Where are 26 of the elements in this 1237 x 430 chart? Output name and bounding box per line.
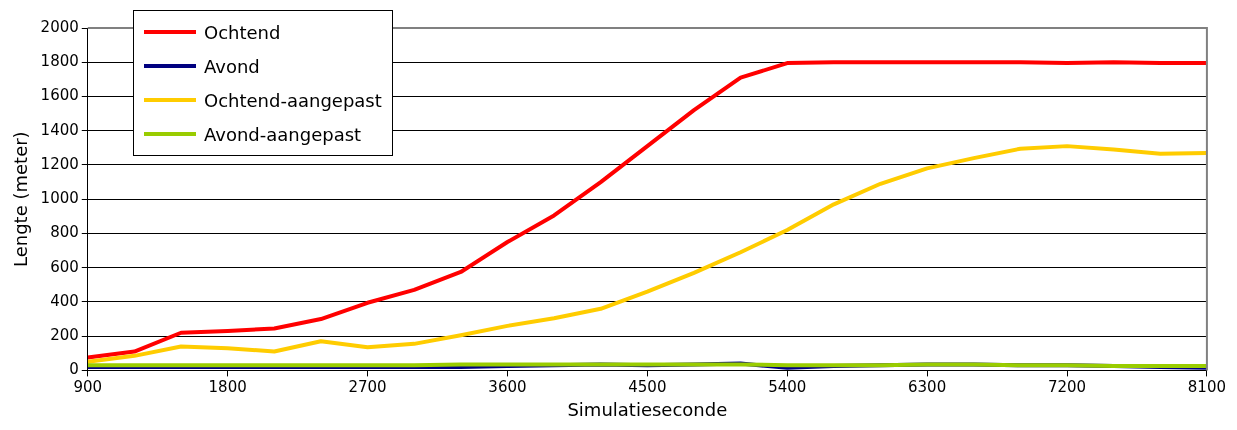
y-tick-label: 600 (50, 257, 79, 276)
y-tick-label: 1800 (40, 52, 79, 71)
y-tick-label: 1400 (40, 120, 79, 139)
legend-label: Ochtend-aangepast (204, 89, 382, 111)
y-axis-title: Lengte (meter) (10, 131, 32, 268)
y-tick-label: 800 (50, 223, 79, 242)
y-tick-label: 400 (50, 291, 79, 310)
x-tick-label: 4500 (628, 378, 667, 397)
y-tick-label: 2000 (40, 17, 79, 36)
x-axis-title: Simulatieseconde (567, 398, 728, 420)
legend-label: Avond-aangepast (204, 123, 362, 145)
x-tick-label: 8100 (1187, 378, 1227, 397)
x-tick-label: 6300 (908, 378, 947, 397)
x-tick-label: 1800 (208, 378, 247, 397)
y-tick-label: 200 (50, 326, 79, 345)
legend-label: Ochtend (204, 21, 281, 43)
y-tick-label: 1600 (40, 86, 79, 105)
x-tick-label: 2700 (348, 378, 387, 397)
x-tick-label: 900 (73, 378, 103, 397)
y-tick-label: 1000 (40, 189, 79, 208)
y-tick-label: 1200 (40, 154, 79, 173)
x-tick-label: 7200 (1047, 378, 1087, 397)
x-tick-label: 5400 (768, 378, 807, 397)
y-tick-label: 0 (69, 360, 79, 379)
x-tick-label: 3600 (488, 378, 527, 397)
legend-label: Avond (204, 55, 260, 77)
